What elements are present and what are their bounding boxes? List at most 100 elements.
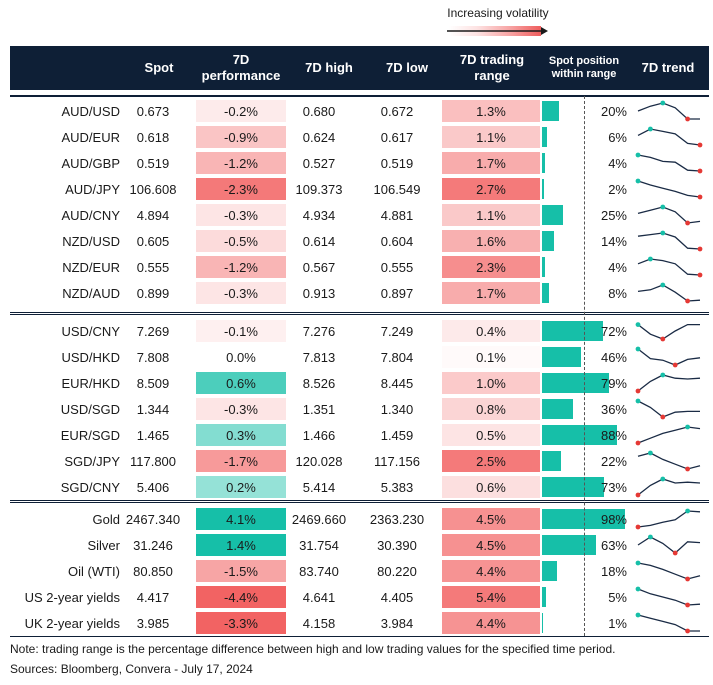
group-divider xyxy=(10,312,709,313)
instrument-name: NZD/AUD xyxy=(62,285,120,301)
trend-sparkline xyxy=(637,450,701,472)
trend-low-marker xyxy=(697,194,703,200)
position-value: 36% xyxy=(600,401,627,417)
spot-value: 7.808 xyxy=(136,349,170,365)
trend-line xyxy=(637,452,701,470)
trend-low-marker xyxy=(660,336,666,342)
low-value: 0.604 xyxy=(380,233,414,249)
position-bar xyxy=(542,399,573,419)
trend-high-marker xyxy=(660,230,666,236)
high-value: 7.813 xyxy=(302,349,336,365)
position-bar-track xyxy=(542,451,627,471)
high-value: 120.028 xyxy=(295,453,343,469)
table-row: AUD/EUR 0.618 -0.9% 0.624 0.617 1.1% 6% xyxy=(0,124,713,150)
range-value: 0.8% xyxy=(442,398,540,420)
instrument-name: EUR/HKD xyxy=(61,375,120,391)
position-midline xyxy=(584,96,585,636)
trend-sparkline xyxy=(637,126,703,148)
table-row: EUR/HKD 8.509 0.6% 8.526 8.445 1.0% 79% xyxy=(0,370,713,396)
position-bar-track xyxy=(542,613,627,633)
trend-low-marker xyxy=(697,246,703,252)
position-value: 25% xyxy=(600,207,627,223)
position-bar xyxy=(542,425,617,445)
trend-low-marker xyxy=(635,492,641,498)
trend-sparkline xyxy=(635,586,701,608)
high-value: 0.567 xyxy=(302,259,336,275)
perf-value: 4.1% xyxy=(196,508,286,530)
position-bar-track xyxy=(542,153,627,173)
instrument-name: SGD/JPY xyxy=(64,453,120,469)
table-row: Gold 2467.340 4.1% 2469.660 2363.230 4.5% 98% xyxy=(0,506,713,532)
table-row: NZD/EUR 0.555 -1.2% 0.567 0.555 2.3% 4% xyxy=(0,254,713,280)
high-value: 4.158 xyxy=(302,615,336,631)
instrument-name: AUD/GBP xyxy=(61,155,120,171)
trend-sparkline xyxy=(635,476,701,498)
group-divider xyxy=(10,95,709,97)
trend-line xyxy=(637,128,701,146)
trend-high-marker xyxy=(635,346,641,352)
trend-sparkline xyxy=(637,100,700,122)
position-bar xyxy=(542,477,605,497)
instrument-name: NZD/USD xyxy=(62,233,120,249)
trend-sparkline xyxy=(637,204,701,226)
trend-high-marker xyxy=(635,322,641,327)
instrument-name: SGD/CNY xyxy=(60,479,120,495)
perf-value: -0.5% xyxy=(196,230,286,252)
trend-sparkline xyxy=(637,282,701,304)
high-value: 1.466 xyxy=(302,427,336,443)
position-bar-track xyxy=(542,535,627,555)
header-perf: 7D performance xyxy=(201,52,281,83)
instrument-name: AUD/CNY xyxy=(61,207,120,223)
table-row: UK 2-year yields 3.985 -3.3% 4.158 3.984 4.4%… xyxy=(0,610,713,636)
high-value: 0.527 xyxy=(302,155,336,171)
low-value: 80.220 xyxy=(377,563,417,579)
perf-value: -4.4% xyxy=(196,586,286,608)
position-bar-track xyxy=(542,101,627,121)
low-value: 4.881 xyxy=(380,207,414,223)
spot-value: 3.985 xyxy=(136,615,170,631)
spot-value: 2467.340 xyxy=(125,511,181,527)
trend-low-marker xyxy=(685,220,690,226)
instrument-name: AUD/EUR xyxy=(61,129,120,145)
header-low: 7D low xyxy=(386,60,428,75)
low-value: 4.405 xyxy=(380,589,414,605)
spot-value: 0.618 xyxy=(136,129,170,145)
trend-high-marker xyxy=(635,612,641,618)
trend-low-marker xyxy=(685,628,690,634)
low-value: 2363.230 xyxy=(369,511,425,527)
trend-high-marker xyxy=(685,424,690,430)
range-value: 0.1% xyxy=(442,346,540,368)
low-value: 106.549 xyxy=(373,181,421,197)
position-value: 63% xyxy=(600,537,627,553)
position-value: 1% xyxy=(608,615,627,631)
perf-value: -0.9% xyxy=(196,126,286,148)
position-bar-track xyxy=(542,509,627,529)
trend-high-marker xyxy=(648,256,653,262)
perf-value: -0.3% xyxy=(196,282,286,304)
table-row: US 2-year yields 4.417 -4.4% 4.641 4.405 5.4%… xyxy=(0,584,713,610)
instrument-name: Oil (WTI) xyxy=(68,563,120,579)
table-row: EUR/SGD 1.465 0.3% 1.466 1.459 0.5% 88% xyxy=(0,422,713,448)
perf-value: 0.2% xyxy=(196,476,286,498)
high-value: 4.641 xyxy=(302,589,336,605)
spot-value: 4.894 xyxy=(136,207,170,223)
high-value: 5.414 xyxy=(302,479,336,495)
spot-value: 1.344 xyxy=(136,401,170,417)
trend-low-marker xyxy=(685,466,690,472)
group-divider xyxy=(10,502,709,503)
spot-value: 106.608 xyxy=(129,181,177,197)
low-value: 1.340 xyxy=(380,401,414,417)
low-value: 0.897 xyxy=(380,285,414,301)
trend-line xyxy=(637,562,701,580)
perf-value: 0.6% xyxy=(196,372,286,394)
group-divider xyxy=(10,500,709,501)
high-value: 0.624 xyxy=(302,129,336,145)
instrument-name: UK 2-year yields xyxy=(24,615,120,631)
trend-sparkline xyxy=(635,508,701,530)
instrument-name: Silver xyxy=(87,537,120,553)
position-value: 22% xyxy=(600,453,627,469)
position-bar xyxy=(542,347,582,367)
trend-low-marker xyxy=(685,576,690,582)
low-value: 5.383 xyxy=(380,479,414,495)
high-value: 0.913 xyxy=(302,285,336,301)
